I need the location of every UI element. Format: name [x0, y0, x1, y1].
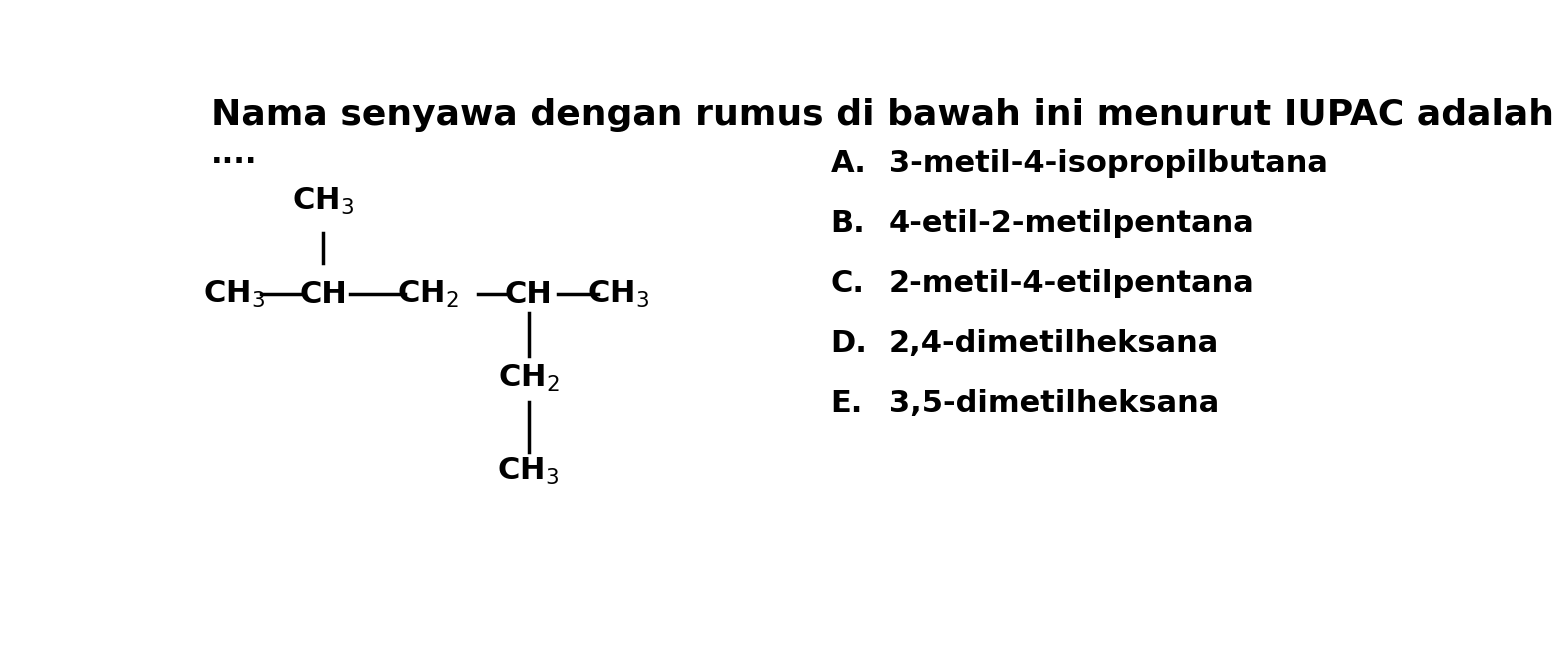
Text: C.: C.	[831, 269, 865, 298]
Text: ....: ....	[211, 140, 258, 169]
Text: CH$_3$: CH$_3$	[203, 279, 266, 310]
Text: 2-metil-4-etilpentana: 2-metil-4-etilpentana	[889, 269, 1254, 298]
Text: CH: CH	[505, 280, 553, 309]
Text: CH$_3$: CH$_3$	[497, 456, 559, 487]
Text: CH$_2$: CH$_2$	[397, 279, 459, 310]
Text: Nama senyawa dengan rumus di bawah ini menurut IUPAC adalah: Nama senyawa dengan rumus di bawah ini m…	[211, 98, 1554, 132]
Text: 3-metil-4-isopropilbutana: 3-metil-4-isopropilbutana	[889, 149, 1328, 178]
Text: A.: A.	[831, 149, 867, 178]
Text: D.: D.	[831, 329, 867, 358]
Text: 4-etil-2-metilpentana: 4-etil-2-metilpentana	[889, 209, 1254, 238]
Text: 3,5-dimetilheksana: 3,5-dimetilheksana	[889, 389, 1218, 418]
Text: CH: CH	[300, 280, 347, 309]
Text: CH$_2$: CH$_2$	[498, 363, 559, 395]
Text: CH$_3$: CH$_3$	[292, 186, 355, 217]
Text: B.: B.	[831, 209, 865, 238]
Text: 2,4-dimetilheksana: 2,4-dimetilheksana	[889, 329, 1218, 358]
Text: E.: E.	[831, 389, 864, 418]
Text: CH$_3$: CH$_3$	[587, 279, 648, 310]
